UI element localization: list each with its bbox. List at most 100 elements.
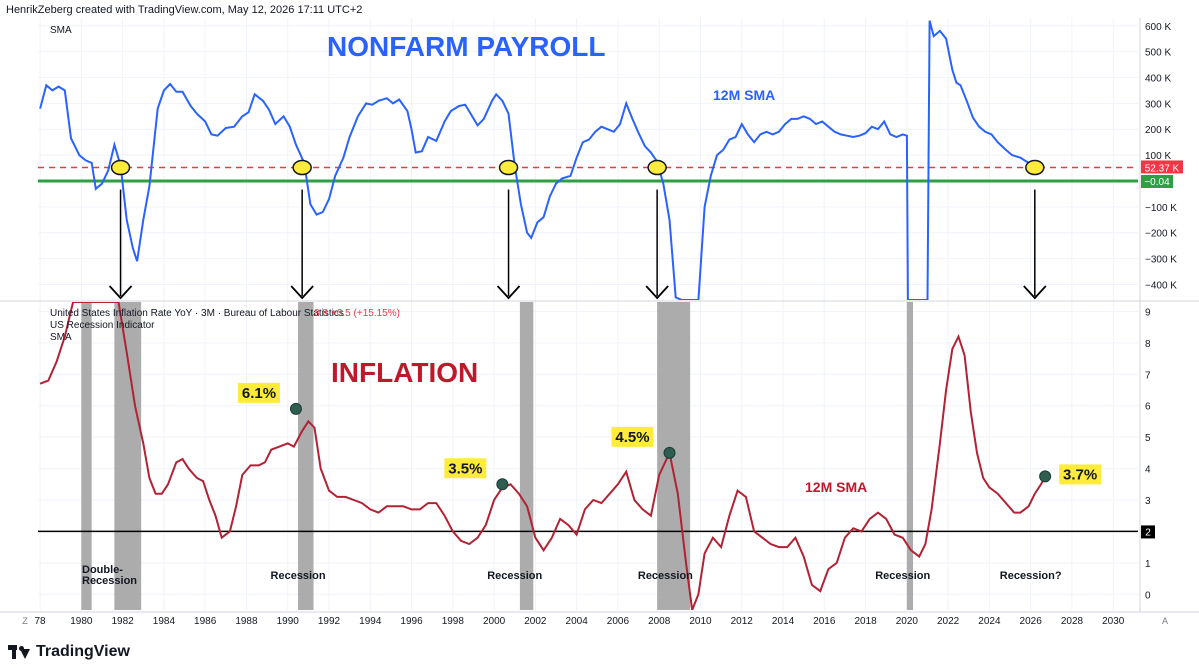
- highlight-label-bg-1: [444, 458, 487, 479]
- inflation-ytick-4: 5: [1145, 433, 1151, 444]
- annotation-arrowhead-1: [290, 285, 314, 300]
- annotation-arrowhead-3: [645, 285, 669, 300]
- sma-legend-name: SMA: [50, 332, 72, 343]
- xtick-11: 2000: [483, 616, 506, 627]
- annotation-circle-3: [647, 159, 667, 176]
- corner-right-label: A: [1162, 616, 1168, 626]
- inflation-ytick-8: 1: [1145, 559, 1151, 570]
- highlight-label-bg-2: [611, 426, 654, 447]
- annotation-arrowhead-2: [496, 285, 521, 300]
- tradingview-brand[interactable]: TradingView: [8, 640, 130, 664]
- inflation-ytick-0: 9: [1145, 307, 1151, 318]
- xtick-7: 1992: [318, 616, 341, 627]
- inflation-legend-name: United States Inflation Rate YoY · 3M · …: [50, 308, 344, 319]
- current-value-tag-bg: [1141, 160, 1183, 174]
- highlight-point-2: [663, 446, 676, 459]
- payroll-ytick-3: 300 K: [1145, 99, 1171, 110]
- recession-label-2-0: Recession: [487, 570, 542, 582]
- brand-text: TradingView: [36, 643, 130, 660]
- xtick-3: 1984: [153, 616, 176, 627]
- attribution-text: HenrikZeberg created with TradingView.co…: [6, 4, 363, 16]
- xtick-16: 2010: [689, 616, 712, 627]
- inflation-ytick-5: 4: [1145, 465, 1151, 476]
- highlight-label-bg-0: [237, 382, 280, 403]
- inflation-title: INFLATION: [331, 357, 478, 388]
- xtick-0: 78: [35, 616, 47, 627]
- recession-label-3-0: Recession: [638, 570, 693, 582]
- recession-label-1-0: Recession: [271, 570, 326, 582]
- payroll-ytick-6: −100 K: [1145, 203, 1177, 214]
- payroll-ytick-8: −300 K: [1145, 255, 1177, 266]
- xtick-18: 2014: [772, 616, 795, 627]
- recession-label-4-0: Recession: [875, 570, 930, 582]
- xtick-10: 1998: [442, 616, 465, 627]
- inflation-ytick-2: 7: [1145, 370, 1151, 381]
- xtick-26: 2030: [1102, 616, 1125, 627]
- payroll-ytick-5: 100 K: [1145, 151, 1171, 162]
- payroll-series-label: 12M SMA: [713, 87, 775, 103]
- xtick-13: 2004: [566, 616, 589, 627]
- xtick-24: 2026: [1020, 616, 1043, 627]
- highlight-point-1: [496, 478, 509, 491]
- annotation-circle-1: [292, 159, 312, 176]
- current-value-tag: 52.37 K: [1145, 163, 1180, 174]
- recession-band-5: [906, 302, 914, 610]
- hline-tag-bg: [1141, 525, 1155, 539]
- payroll-ytick-0: 600 K: [1145, 22, 1171, 33]
- xtick-6: 1990: [277, 616, 300, 627]
- highlight-label-0: 6.1%: [242, 385, 276, 402]
- inflation-ytick-3: 6: [1145, 402, 1151, 413]
- xtick-22: 2022: [937, 616, 960, 627]
- recession-band-2: [298, 302, 314, 610]
- annotation-arrowhead-4: [1023, 285, 1047, 300]
- hline-tag: 2: [1145, 527, 1151, 538]
- xtick-19: 2016: [813, 616, 836, 627]
- xtick-1: 1980: [70, 616, 93, 627]
- recession-label-0-1: Recession: [82, 575, 137, 587]
- annotation-arrowhead-0: [108, 285, 133, 300]
- payroll-series-line: [39, 20, 1040, 300]
- recession-legend-name: US Recession Indicator: [50, 320, 155, 331]
- highlight-label-2: 4.5%: [615, 429, 649, 446]
- tradingview-logo-icon: [8, 645, 30, 659]
- inflation-ytick-1: 8: [1145, 339, 1151, 350]
- recession-label-5-0: Recession?: [1000, 570, 1062, 582]
- inflation-series-label: 12M SMA: [805, 479, 867, 495]
- highlight-point-0: [289, 402, 302, 415]
- annotation-circle-0: [110, 159, 131, 176]
- xtick-5: 1988: [235, 616, 258, 627]
- xtick-25: 2028: [1061, 616, 1084, 627]
- highlight-label-3: 3.7%: [1063, 466, 1097, 483]
- xtick-9: 1996: [400, 616, 423, 627]
- xtick-15: 2008: [648, 616, 671, 627]
- xtick-20: 2018: [854, 616, 877, 627]
- payroll-title: NONFARM PAYROLL: [327, 31, 605, 62]
- inflation-ytick-6: 3: [1145, 496, 1151, 507]
- recession-label-0-0: Double-: [82, 564, 123, 576]
- recession-band-3: [519, 302, 534, 610]
- payroll-ytick-9: −400 K: [1145, 280, 1177, 291]
- xtick-23: 2024: [978, 616, 1001, 627]
- zero-value-tag: −0.04: [1144, 177, 1170, 188]
- highlight-label-bg-3: [1059, 464, 1102, 485]
- xtick-8: 1994: [359, 616, 382, 627]
- xtick-4: 1986: [194, 616, 217, 627]
- corner-left-label: Z: [22, 616, 28, 626]
- inflation-ytick-9: 0: [1145, 590, 1151, 601]
- payroll-indicator-label: SMA: [50, 25, 72, 36]
- zero-value-tag-bg: [1141, 174, 1173, 188]
- xtick-21: 2020: [896, 616, 919, 627]
- annotation-circle-2: [498, 159, 519, 176]
- payroll-ytick-2: 400 K: [1145, 74, 1171, 85]
- xtick-12: 2002: [524, 616, 547, 627]
- inflation-series-line: [39, 302, 1046, 610]
- payroll-ytick-1: 500 K: [1145, 48, 1171, 59]
- annotation-circle-4: [1025, 159, 1045, 176]
- payroll-ytick-7: −200 K: [1145, 229, 1177, 240]
- highlight-point-3: [1039, 470, 1052, 483]
- recession-band-0: [81, 302, 92, 610]
- xtick-17: 2012: [731, 616, 754, 627]
- inflation-legend-change: +0.5 (+15.15%): [331, 308, 400, 319]
